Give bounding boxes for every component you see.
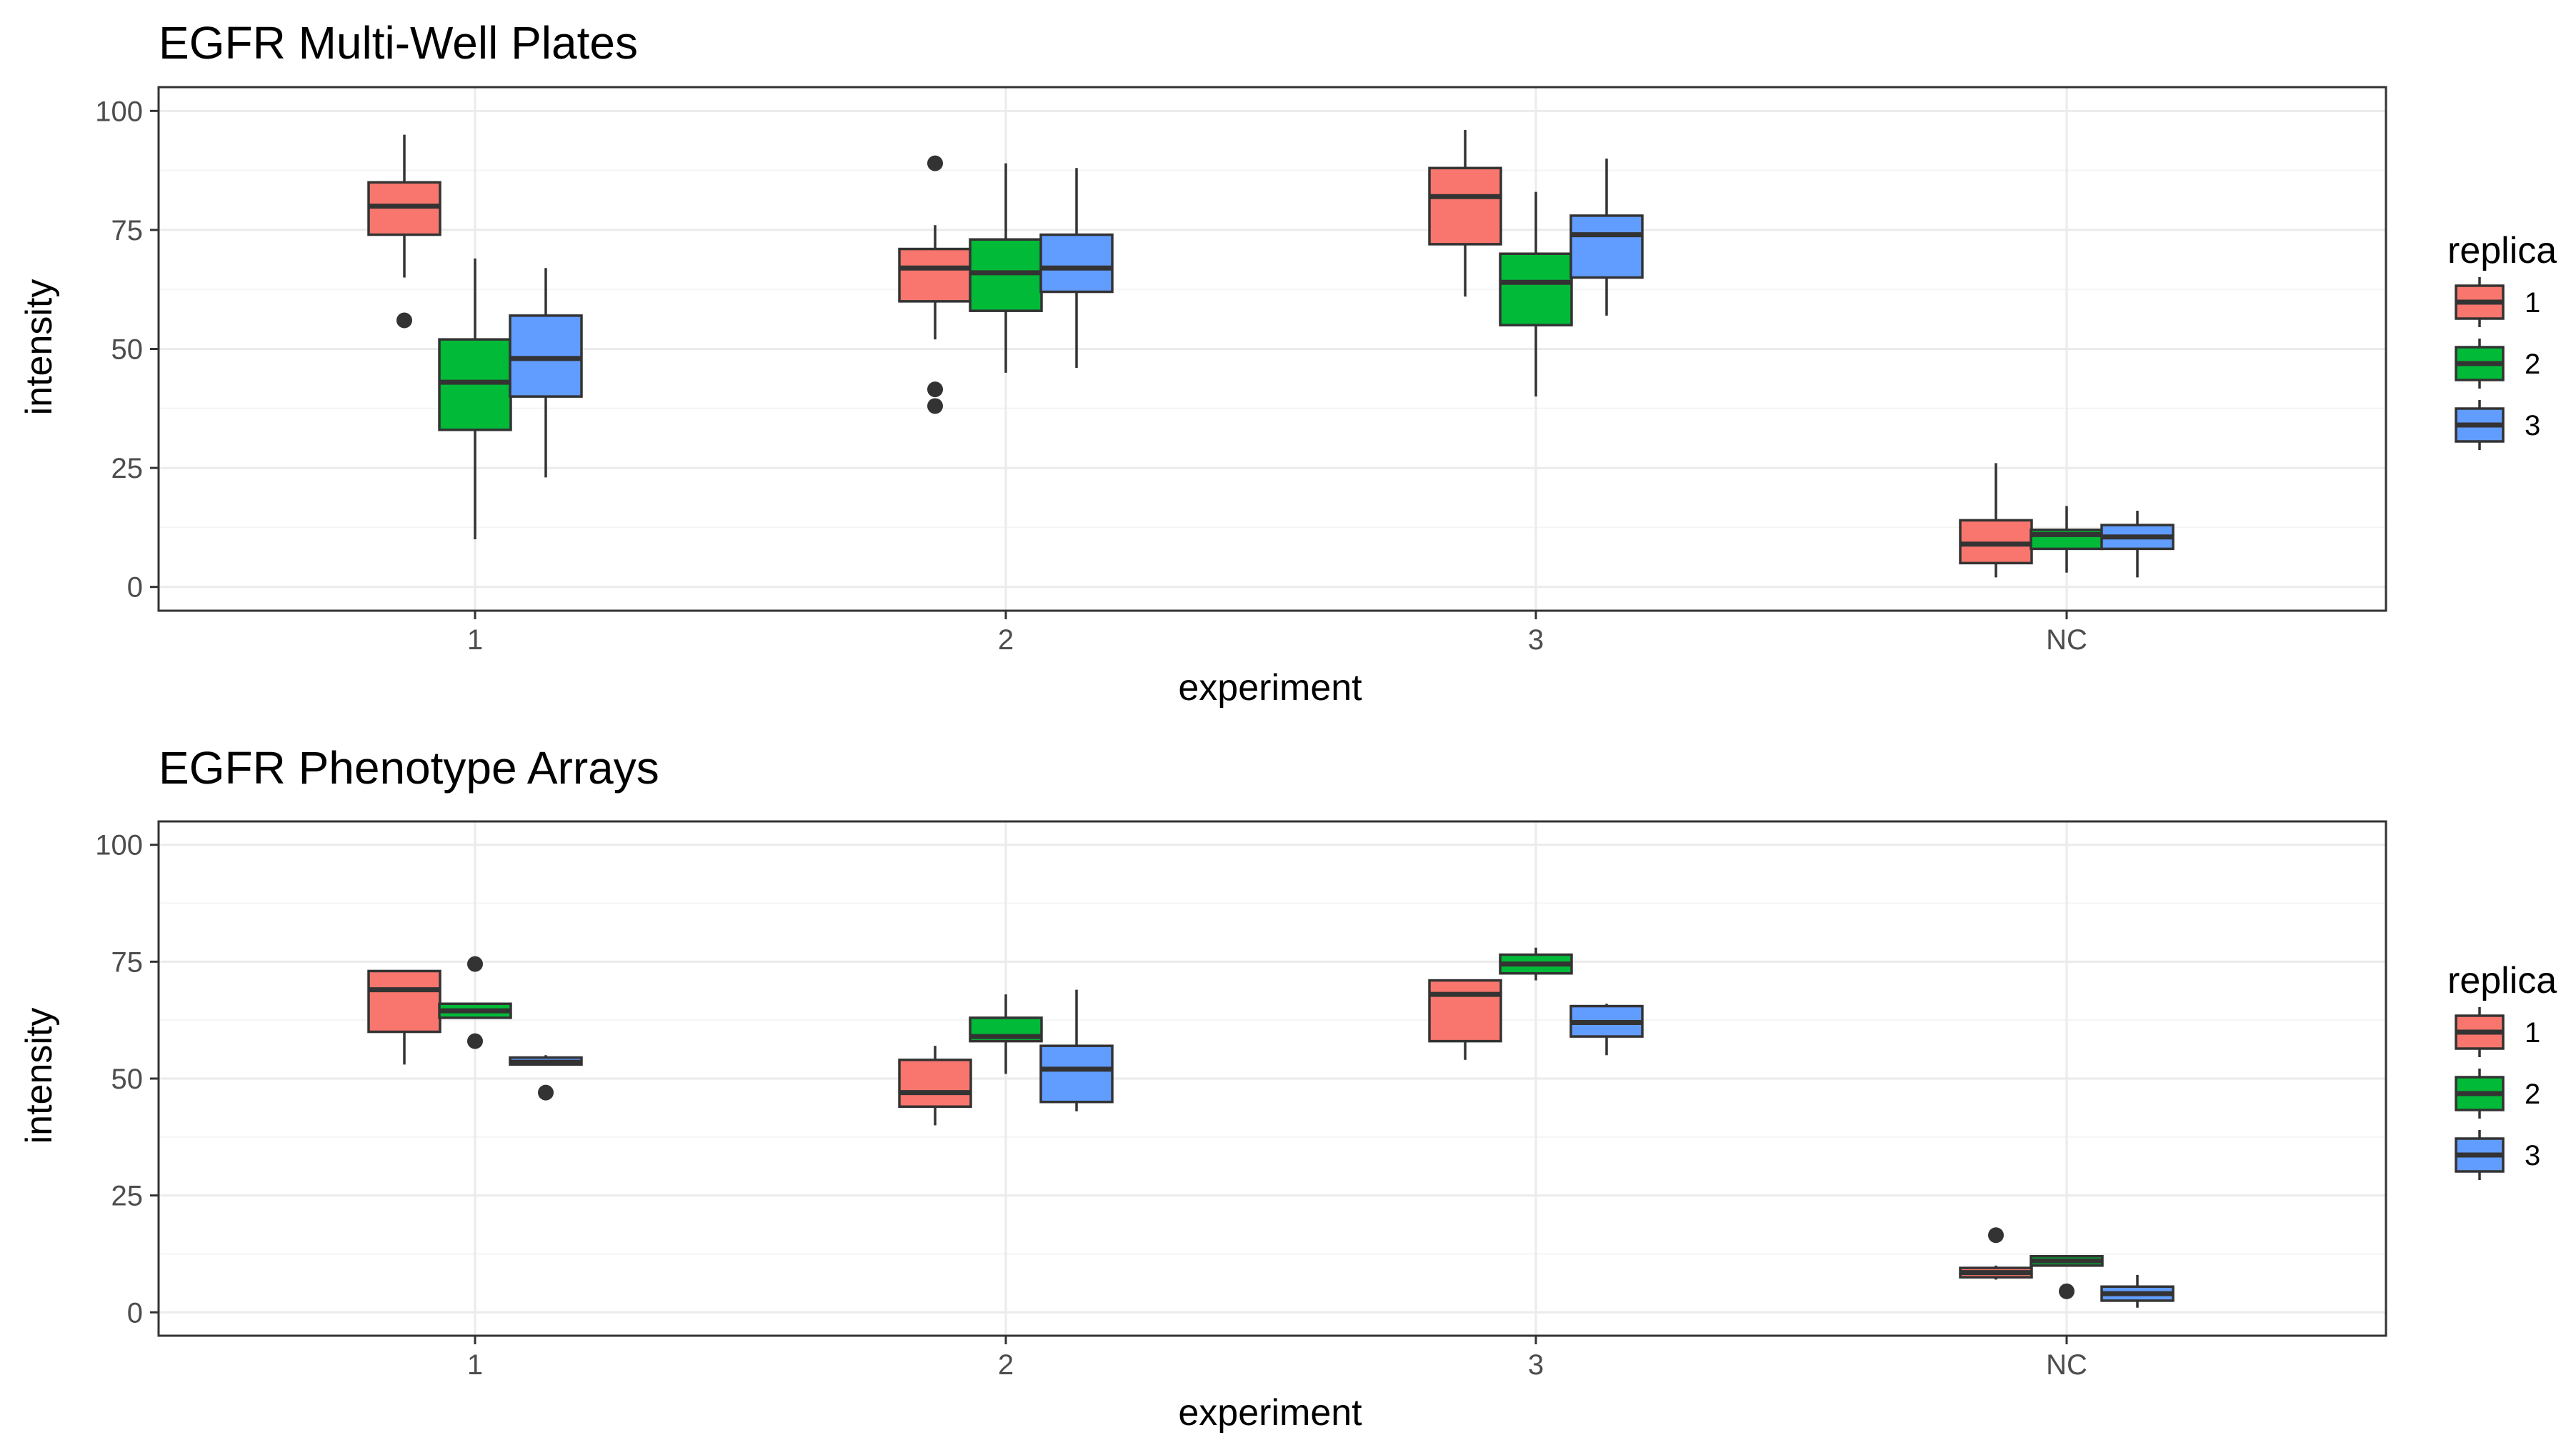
plot-panel-2: 0 25 50 75 100 1 2 3 NC [95, 820, 2387, 1381]
legend-label: 3 [2525, 410, 2540, 441]
y-tick-label: 100 [95, 96, 143, 127]
y-axis-title-1: intensity [19, 279, 60, 416]
box-replica-3-exp-3 [1569, 158, 1644, 316]
legend-label: 2 [2525, 1079, 2540, 1110]
box-replica-1-exp-1 [367, 969, 441, 1065]
box-replica-2-exp-nc [2030, 506, 2104, 573]
box-replica-3-exp-1 [509, 268, 583, 478]
box-replica-1-exp-3 [1428, 129, 1502, 297]
x-tick-label: 1 [467, 624, 483, 656]
box-replica-3-exp-1 [509, 1055, 583, 1101]
legend-label: 1 [2525, 287, 2540, 319]
x-tick-label: 1 [467, 1349, 483, 1381]
box-replica-2-exp-3 [1499, 191, 1573, 397]
outlier-point [467, 956, 483, 972]
box-replica-2-exp-2 [969, 163, 1043, 373]
iqr-box [1499, 252, 1573, 326]
box-replica-3-exp-nc [2100, 511, 2175, 578]
outlier-point [927, 381, 943, 398]
legend-item-replica-3: 3 [2455, 1130, 2540, 1180]
x-tick-label: 2 [998, 624, 1014, 656]
box-replica-1-exp-2 [898, 1046, 972, 1126]
legend-title-2: replica [2447, 960, 2557, 1001]
legend-item-replica-2: 2 [2455, 339, 2540, 389]
legend-item-replica-2: 2 [2455, 1069, 2540, 1119]
iqr-box [1039, 233, 1114, 294]
y-tick-label: 50 [111, 1064, 144, 1095]
x-tick-label: 3 [1528, 624, 1544, 656]
box-replica-1-exp-3 [1428, 979, 1502, 1060]
y-tick-label: 0 [127, 1297, 143, 1329]
y-tick-label: 50 [111, 334, 144, 366]
x-tick-label: NC [2046, 624, 2087, 656]
y-tick-label: 0 [127, 572, 143, 604]
legend-label: 2 [2525, 349, 2540, 380]
box-replica-3-exp-2 [1039, 168, 1114, 369]
outlier-point [927, 398, 943, 414]
iqr-box [898, 247, 972, 303]
box-replica-1-exp-2 [898, 155, 972, 414]
outlier-point [538, 1084, 554, 1101]
y-tick-label: 25 [111, 453, 144, 484]
y-tick-label: 100 [95, 830, 143, 861]
box-replica-1-exp-1 [367, 134, 441, 329]
box-replica-1-exp-nc [1959, 463, 2033, 578]
x-tick-label: 2 [998, 1349, 1014, 1381]
iqr-box [898, 1059, 972, 1109]
legend-label: 1 [2525, 1017, 2540, 1049]
box-replica-3-exp-3 [1569, 1004, 1644, 1056]
x-axis-title-2: experiment [1178, 1392, 1362, 1434]
panel-border [157, 820, 2387, 1337]
box-replica-2-exp-nc [2030, 1254, 2104, 1299]
chart-title-2: EGFR Phenotype Arrays [159, 742, 659, 794]
iqr-box [1428, 979, 1502, 1043]
y-tick-label: 75 [111, 946, 144, 978]
legend-1: 1 2 3 [2455, 277, 2540, 450]
legend-title-1: replica [2447, 230, 2557, 271]
outlier-point [1988, 1227, 2004, 1244]
outlier-point [467, 1033, 483, 1049]
outlier-point [927, 155, 943, 171]
iqr-box [367, 969, 441, 1034]
box-replica-2-exp-3 [1499, 947, 1573, 981]
box-replica-3-exp-2 [1039, 989, 1114, 1111]
box-replica-3-exp-nc [2100, 1274, 2175, 1308]
legend-2: 1 2 3 [2455, 1007, 2540, 1180]
iqr-box [1039, 1044, 1114, 1104]
outlier-point [396, 312, 412, 329]
panel-border [157, 86, 2387, 612]
legend-item-replica-1: 1 [2455, 1007, 2540, 1057]
outlier-point [2059, 1283, 2075, 1299]
box-replica-2-exp-1 [438, 258, 512, 540]
chart-title-1: EGFR Multi-Well Plates [159, 17, 638, 69]
box-replica-2-exp-2 [969, 994, 1043, 1074]
plot-panel-1: 0 25 50 75 100 1 2 3 NC [95, 86, 2387, 656]
y-axis-title-2: intensity [19, 1008, 60, 1144]
iqr-box [1428, 166, 1502, 246]
legend-item-replica-1: 1 [2455, 277, 2540, 327]
legend-item-replica-3: 3 [2455, 400, 2540, 450]
x-tick-label: 3 [1528, 1349, 1544, 1381]
iqr-box [1569, 214, 1644, 279]
x-axis-title-1: experiment [1178, 667, 1362, 709]
box-replica-2-exp-1 [438, 956, 512, 1049]
box-replica-1-exp-nc [1959, 1227, 2033, 1280]
y-tick-label: 25 [111, 1181, 144, 1212]
x-tick-label: NC [2046, 1349, 2087, 1381]
y-tick-label: 75 [111, 215, 144, 246]
legend-label: 3 [2525, 1140, 2540, 1171]
